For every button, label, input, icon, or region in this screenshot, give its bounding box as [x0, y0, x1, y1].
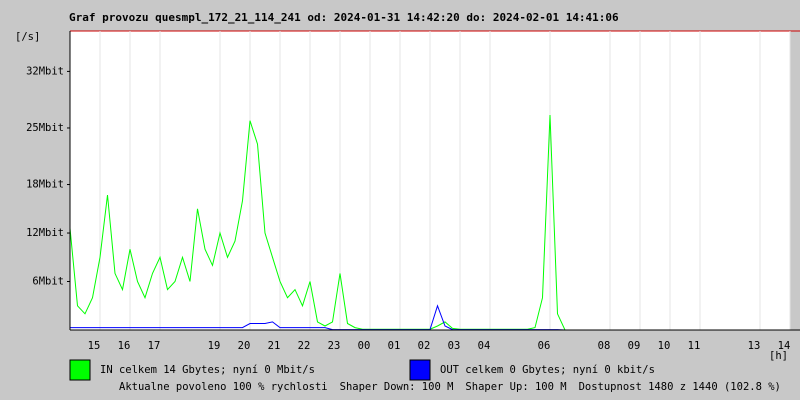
x-tick-label: 23	[328, 340, 341, 352]
legend-swatch	[409, 359, 431, 381]
x-tick-label: 15	[88, 340, 101, 352]
x-tick-label: 11	[688, 340, 701, 352]
x-tick-label: 06	[538, 340, 551, 352]
x-tick-label: 02	[418, 340, 431, 352]
x-tick-label: 00	[358, 340, 371, 352]
x-tick-label: 17	[148, 340, 161, 352]
y-tick-label: 18Mbit	[26, 179, 64, 191]
x-tick-label: 08	[598, 340, 611, 352]
footer-text: Shaper Up: 100 M	[465, 381, 566, 393]
x-tick-label: 01	[388, 340, 401, 352]
y-tick-label: 12Mbit	[26, 227, 64, 239]
x-tick-label: 14	[778, 340, 791, 352]
x-axis-label: [h]	[769, 350, 788, 362]
y-tick-label: 6Mbit	[32, 276, 64, 288]
x-tick-label: 09	[628, 340, 641, 352]
legend-label: IN celkem 14 Gbytes; nyní 0 Mbit/s	[100, 364, 315, 376]
x-tick-label: 19	[208, 340, 221, 352]
footer-text: Aktualne povoleno 100 % rychlosti	[119, 381, 328, 393]
x-tick-label: 21	[268, 340, 281, 352]
footer-text: Dostupnost 1480 z 1440 (102.8 %)	[579, 381, 781, 393]
y-tick-label: 25Mbit	[26, 122, 64, 134]
x-tick-label: 04	[478, 340, 491, 352]
footer-text: Shaper Down: 100 M	[340, 381, 454, 393]
chart-title: Graf provozu quesmpl_172_21_114_241 od: …	[69, 11, 619, 24]
x-tick-label: 16	[118, 340, 131, 352]
x-tick-label: 20	[238, 340, 251, 352]
legend-label: OUT celkem 0 Gbytes; nyní 0 kbit/s	[440, 364, 655, 376]
x-tick-label: 13	[748, 340, 761, 352]
y-axis-label: [/s]	[15, 31, 40, 43]
x-tick-label: 10	[658, 340, 671, 352]
y-tick-label: 32Mbit	[26, 65, 64, 77]
legend-swatch	[69, 359, 91, 381]
x-tick-label: 22	[298, 340, 311, 352]
x-tick-label: 03	[448, 340, 461, 352]
